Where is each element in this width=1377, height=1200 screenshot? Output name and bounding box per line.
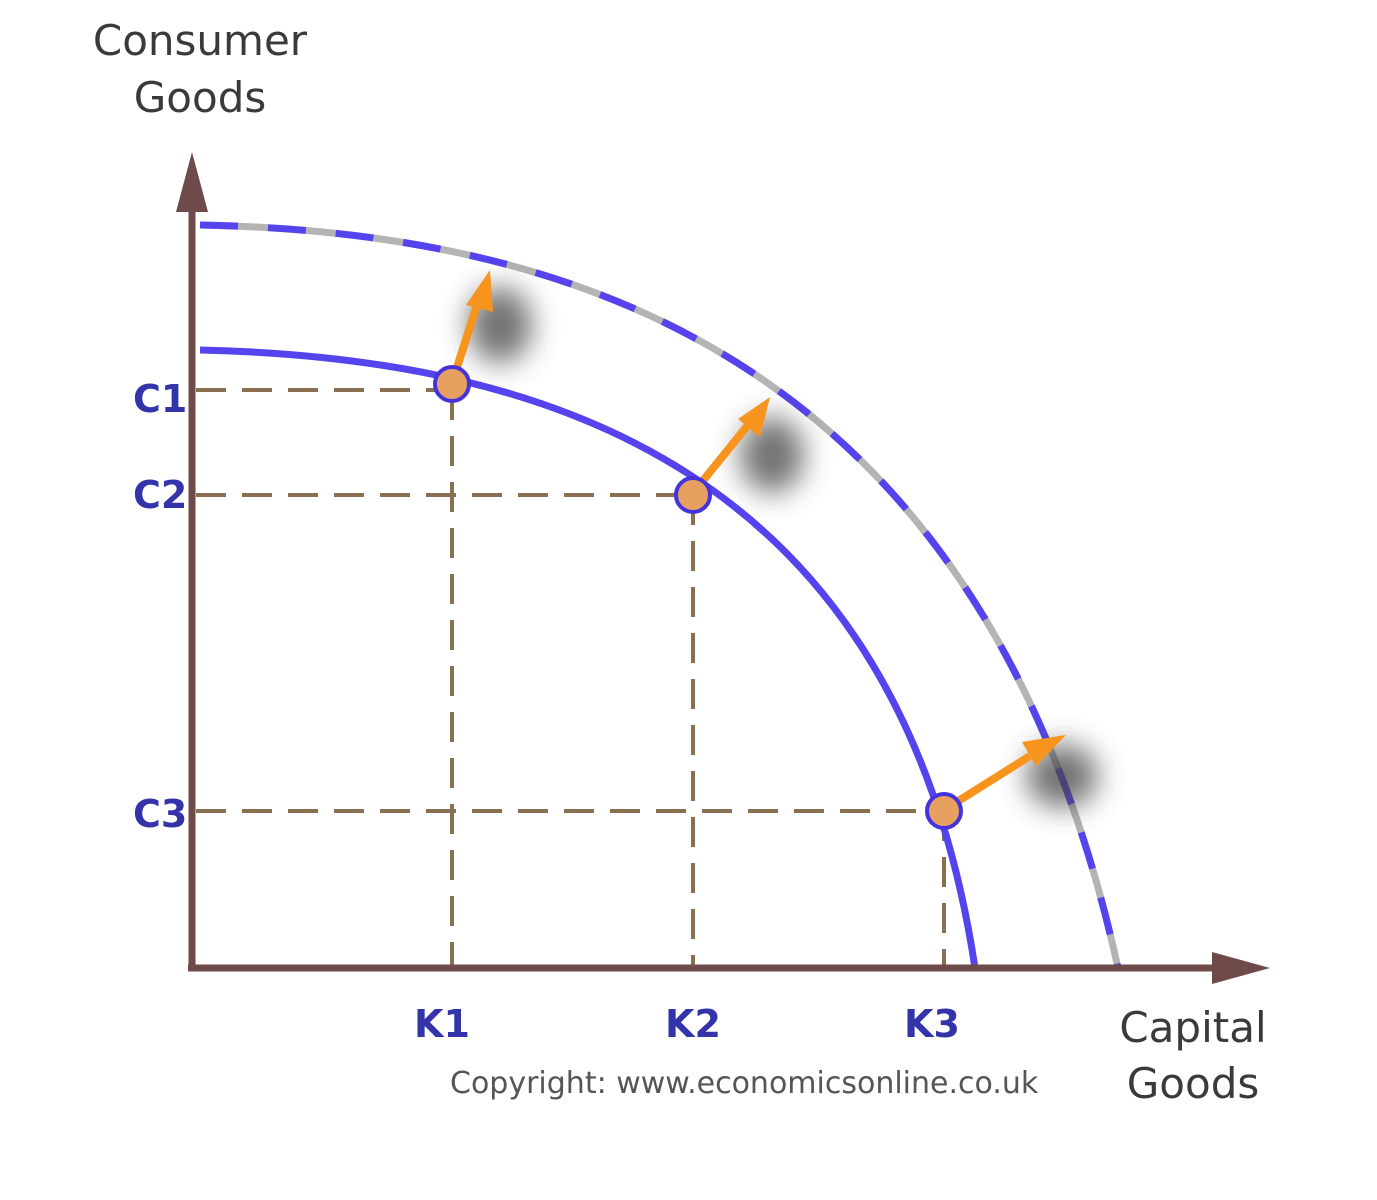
shift-arrow-2-head — [738, 397, 770, 437]
x-axis-title-line2: Goods — [1127, 1059, 1259, 1108]
point-k3-c3 — [925, 792, 963, 830]
shift-arrow-1-head — [466, 270, 493, 312]
guide-lines — [196, 388, 946, 968]
y-tick-c3: C3 — [133, 792, 187, 836]
shift-arrows — [448, 270, 1066, 814]
x-tick-k1: K1 — [414, 1002, 470, 1046]
x-tick-k3: K3 — [904, 1002, 960, 1046]
y-tick-c2: C2 — [133, 473, 187, 517]
x-tick-k2: K2 — [665, 1002, 721, 1046]
y-axis-title-line2: Goods — [134, 73, 266, 122]
ppf-inner-curve — [199, 346, 979, 969]
shift-arrow-3-head — [1022, 735, 1066, 766]
point-k1-c1 — [433, 365, 471, 403]
ppf-outer-base — [199, 221, 1122, 969]
copyright-text: Copyright: www.economicsonline.co.uk — [450, 1066, 1039, 1101]
ppf-outer-curve — [199, 221, 1122, 969]
y-tick-c1: C1 — [133, 377, 187, 421]
x-axis-title-line1: Capital — [1119, 1003, 1266, 1052]
point-k2-c2 — [674, 476, 712, 514]
ppf-points — [433, 365, 963, 830]
y-axis-arrowhead — [176, 152, 208, 212]
x-axis-arrowhead — [1212, 952, 1270, 984]
y-axis-title-line1: Consumer — [93, 16, 308, 65]
axes — [176, 152, 1270, 984]
